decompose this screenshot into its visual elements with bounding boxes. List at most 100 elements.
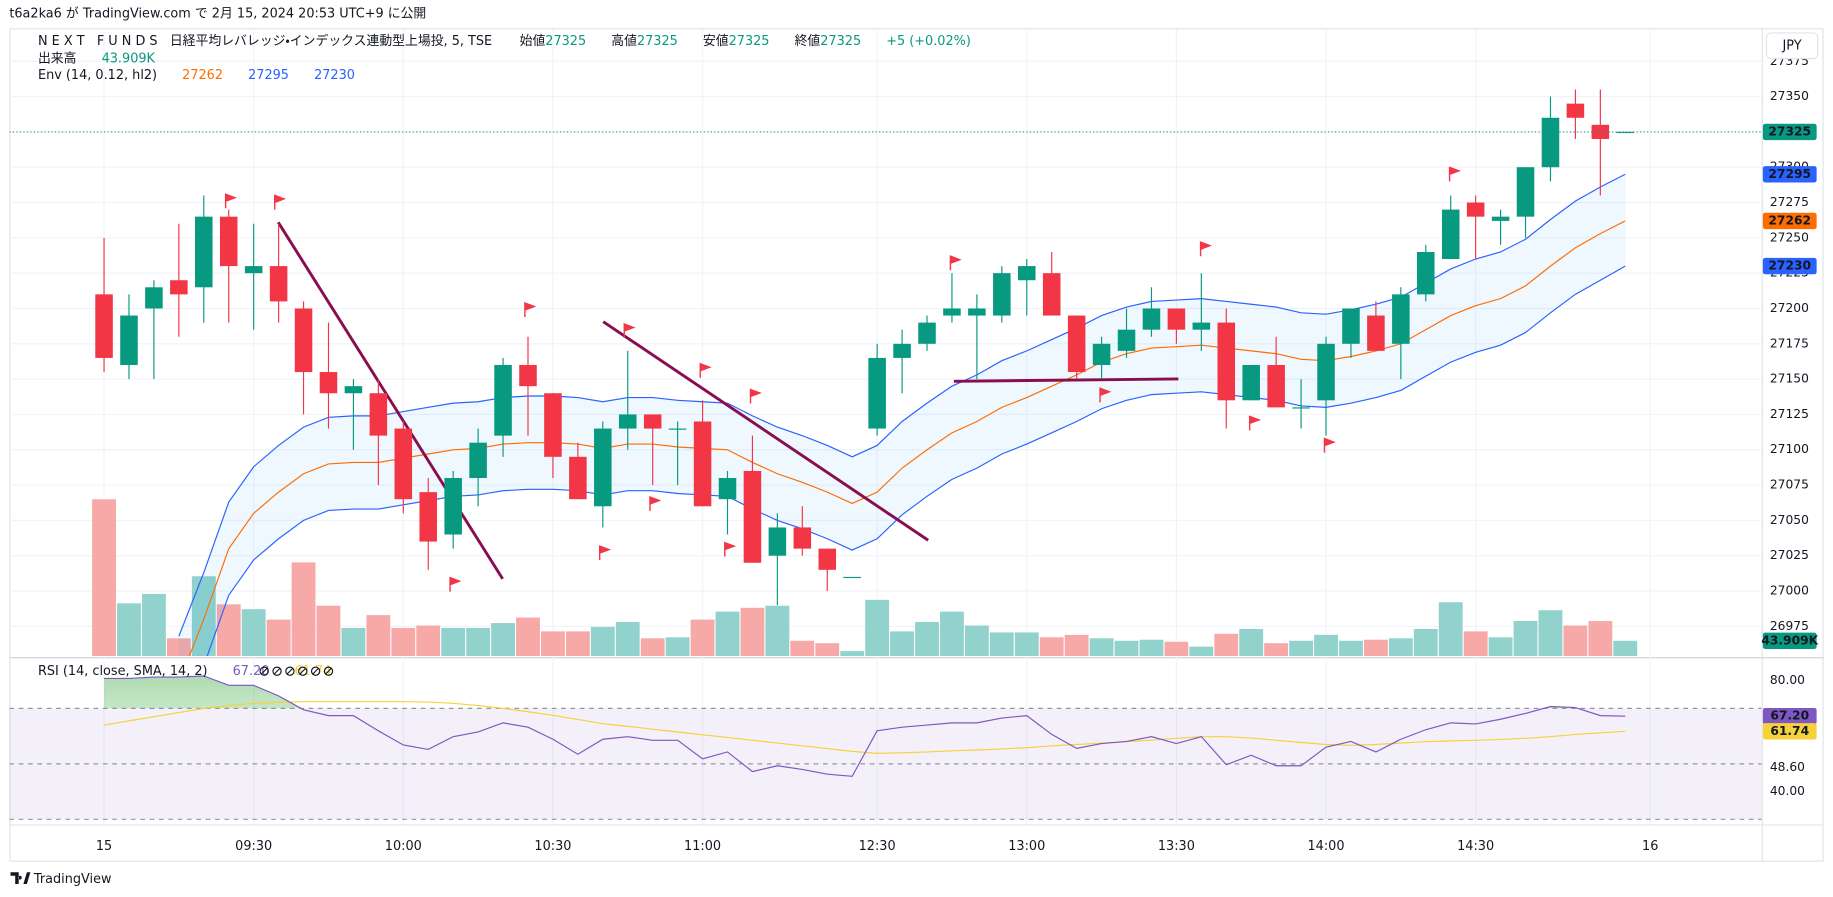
change-value: +5 (+0.02%) [886,34,971,49]
volume-bar [1014,632,1039,656]
candle-body [569,456,587,500]
flag-marker [1248,415,1262,431]
volume-bar [1189,646,1214,656]
last-price-badge [1762,123,1817,141]
candle-body [1217,322,1236,401]
volume-bar [1064,634,1089,656]
candle-body [120,315,138,365]
envelope-line [178,173,1626,637]
flag-marker [524,301,537,317]
rsi-ma-value: 61.74 [295,664,332,679]
candle-body [1317,343,1335,401]
volume-bar [1289,640,1314,656]
legend-icon [310,666,321,676]
candle-body [1292,407,1310,409]
flag-marker [623,322,636,339]
volume-bar [166,638,191,656]
x-tick-label: 13:30 [1158,839,1195,854]
candle-body [1017,266,1036,281]
rsi-ma-badge-label: 61.74 [1770,724,1809,738]
volume-bar [1438,602,1463,656]
close-value: 27325 [820,34,861,49]
volume-bar [940,611,964,656]
flag-marker [449,576,462,592]
envelope-fill [178,174,1626,656]
close-label: 終値 [795,33,821,49]
x-tick-label: 15 [96,839,112,854]
legend-icon [325,667,332,675]
candle-body [394,428,413,500]
candle-body [294,308,313,373]
volume-bar [840,651,865,656]
trend-line [602,320,930,542]
y-tick-label: 27000 [1770,584,1809,598]
y-tick-label: 27075 [1770,478,1809,492]
logo-icon [10,872,31,884]
rsi-tick-label: 80.00 [1770,673,1805,687]
volume-bar [391,627,416,656]
candle-body [1541,117,1560,168]
volume-bar [516,617,540,656]
volume-bar [341,627,366,656]
candle-body [693,421,712,507]
axes: 26975 27000 27025 27050 27075 27100 27125 27150… [96,54,1819,854]
currency-button[interactable] [1765,32,1819,60]
last-price-badge-label: 27325 [1768,124,1811,138]
envelope-lower-value: 27230 [314,68,355,83]
candle-body [319,372,338,394]
envelope-middle-value: 27262 [182,68,223,83]
x-tick-label: 09:30 [235,839,272,854]
volume-bar [790,640,815,656]
volume-bar [266,619,291,656]
volume-bar [964,625,989,656]
candle-body [793,527,812,549]
envelope-upper-value: 27295 [248,68,289,83]
rsi-value: 67.20 [233,664,270,679]
volume-bar [1513,620,1538,656]
volume-bar [815,643,840,656]
currency-label[interactable]: JPY [1782,38,1802,53]
x-tick-label: 14:30 [1457,839,1494,854]
volume-bar [1538,610,1563,656]
candle-body [519,364,537,387]
volume-bar [466,627,491,656]
y-tick-label: 27100 [1770,442,1809,456]
candle-body [868,357,886,429]
candle-body [718,478,737,500]
volume-bar [740,607,765,656]
envelope-middle-badge-label: 27262 [1768,213,1811,227]
flag-marker [949,255,962,271]
candle-body [668,428,687,430]
candle-body [344,386,363,394]
volume-bar [1463,631,1488,656]
legend-icon [260,667,268,675]
candle-body [1616,131,1635,134]
rsi-tick-label: 40.00 [1770,784,1805,798]
candle-body [1267,364,1285,408]
candle-body [1142,308,1161,330]
y-tick-label: 27150 [1770,372,1809,386]
volume-bar [1588,620,1613,656]
volume-bar [241,609,266,656]
volume-bar [865,599,890,656]
x-tick-label: 13:00 [1008,839,1045,854]
volume-bar [640,638,665,656]
flag-marker [699,362,712,378]
flag-marker [1323,437,1336,453]
volume-badge [1762,632,1817,649]
volume-bar [291,562,316,656]
high-label: 高値 [611,33,637,49]
trend-line [276,221,504,580]
candle-body [269,266,288,302]
volume-value: 43.909K [102,51,156,66]
volume-bar [191,576,216,656]
candle-body [968,308,986,316]
volume-bar [1488,637,1513,656]
y-tick-label: 27350 [1770,89,1809,103]
volume-bar [541,631,565,656]
candle-body [993,273,1011,316]
flag-marker [749,388,762,404]
rsi-title: RSI (14, close, SMA, 14, 2) [38,664,208,679]
